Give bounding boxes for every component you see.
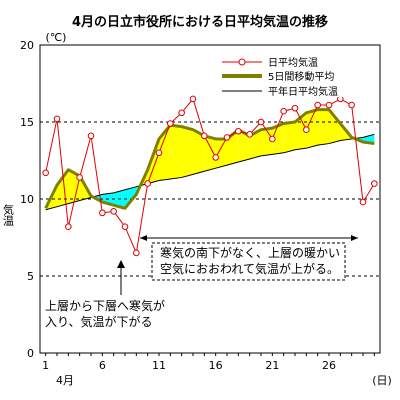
fill-above-normal <box>170 125 182 179</box>
fill-above-normal <box>329 109 341 144</box>
data-point-daily <box>359 198 367 206</box>
legend: 日平均気温 5日間移動平均 平年日平均気温 <box>215 55 360 98</box>
plot-frame <box>39 44 381 354</box>
chart-title: 4月の日立市役所における日平均気温の推移 <box>72 14 328 30</box>
data-point-daily <box>144 180 151 187</box>
data-point-daily <box>235 127 242 135</box>
warm-note-line-2: 空気におおわれて気温が上がる。 <box>160 261 339 276</box>
warm-note-line-1: 寒気の南下がなく、上層の暖かい <box>160 245 340 260</box>
data-point-daily <box>269 135 276 143</box>
span-arrow-head-right <box>351 235 358 241</box>
data-point-daily <box>223 134 231 141</box>
cold-note-line-1: 上層から下層へ寒気が <box>45 298 165 313</box>
data-point-daily <box>348 101 355 109</box>
fill-above-normal <box>159 125 171 181</box>
y-tick-label: 20 <box>20 39 34 52</box>
month-label: 4月 <box>56 374 74 387</box>
y-unit-label: (℃) <box>46 31 67 44</box>
data-point-daily <box>87 132 95 140</box>
fill-above-normal <box>283 122 295 153</box>
warm-note-box <box>151 242 346 281</box>
data-point-daily <box>133 249 140 257</box>
y-tick-label: 15 <box>20 116 34 129</box>
data-point-daily <box>371 180 378 187</box>
data-point-daily <box>155 149 163 157</box>
fill-above-normal <box>238 129 250 163</box>
data-point-daily <box>201 132 208 140</box>
data-point-daily <box>291 104 299 112</box>
data-point-daily <box>325 101 333 109</box>
data-point-daily <box>257 118 265 126</box>
cold-note-line-2: 入り、気温が下がる <box>45 314 153 329</box>
x-tick-label: 1 <box>42 359 49 372</box>
data-point-daily <box>303 126 310 133</box>
data-point-daily <box>189 95 197 103</box>
span-arrow-head-left <box>140 235 147 241</box>
fill-above-normal <box>295 112 307 150</box>
data-point-daily <box>53 115 61 123</box>
y-tick-label: 5 <box>27 270 34 283</box>
legend-label-normal: 平年日平均気温 <box>268 85 338 98</box>
fill-above-normal <box>261 128 273 156</box>
data-point-daily <box>121 223 129 231</box>
data-point-daily <box>99 209 106 217</box>
cold-arrow-head <box>117 260 125 268</box>
data-point-daily <box>110 208 117 215</box>
data-point-daily <box>314 101 321 109</box>
annotation-layer: 寒気の南下がなく、上層の暖かい 空気におおわれて気温が上がる。 上層から下層へ寒… <box>45 235 358 329</box>
fill-above-normal <box>317 109 329 146</box>
data-point-daily <box>178 109 185 117</box>
data-point-daily <box>167 120 174 127</box>
data-point-daily <box>246 131 253 138</box>
data-point-daily <box>65 223 72 231</box>
y-tick-label: 10 <box>20 193 34 206</box>
legend-label-daily: 日平均気温 <box>268 56 318 69</box>
data-point-daily <box>42 169 49 177</box>
x-tick-label: 21 <box>265 359 279 372</box>
fill-above-normal <box>215 138 227 169</box>
x-tick-label: 16 <box>209 359 223 372</box>
y-tick-label: 0 <box>27 347 34 360</box>
x-tick-label: 6 <box>99 359 106 372</box>
series-layer <box>42 95 378 257</box>
fill-above-normal <box>193 129 205 175</box>
data-point-daily <box>212 154 219 161</box>
data-point-daily <box>280 107 287 115</box>
data-point-daily <box>76 174 83 181</box>
x-unit-label: (日) <box>372 374 392 387</box>
fill-above-normal <box>249 129 261 159</box>
fill-above-normal <box>204 135 216 172</box>
legend-label-moving-avg: 5日間移動平均 <box>268 70 334 83</box>
x-tick-label: 26 <box>322 359 336 372</box>
legend-marker-daily <box>238 58 246 66</box>
fill-above-normal <box>306 109 318 149</box>
fill-above-normal <box>181 126 193 178</box>
x-tick-label: 11 <box>152 359 166 372</box>
series-line-normal <box>45 133 375 211</box>
y-axis-label: 気温 <box>2 203 15 226</box>
